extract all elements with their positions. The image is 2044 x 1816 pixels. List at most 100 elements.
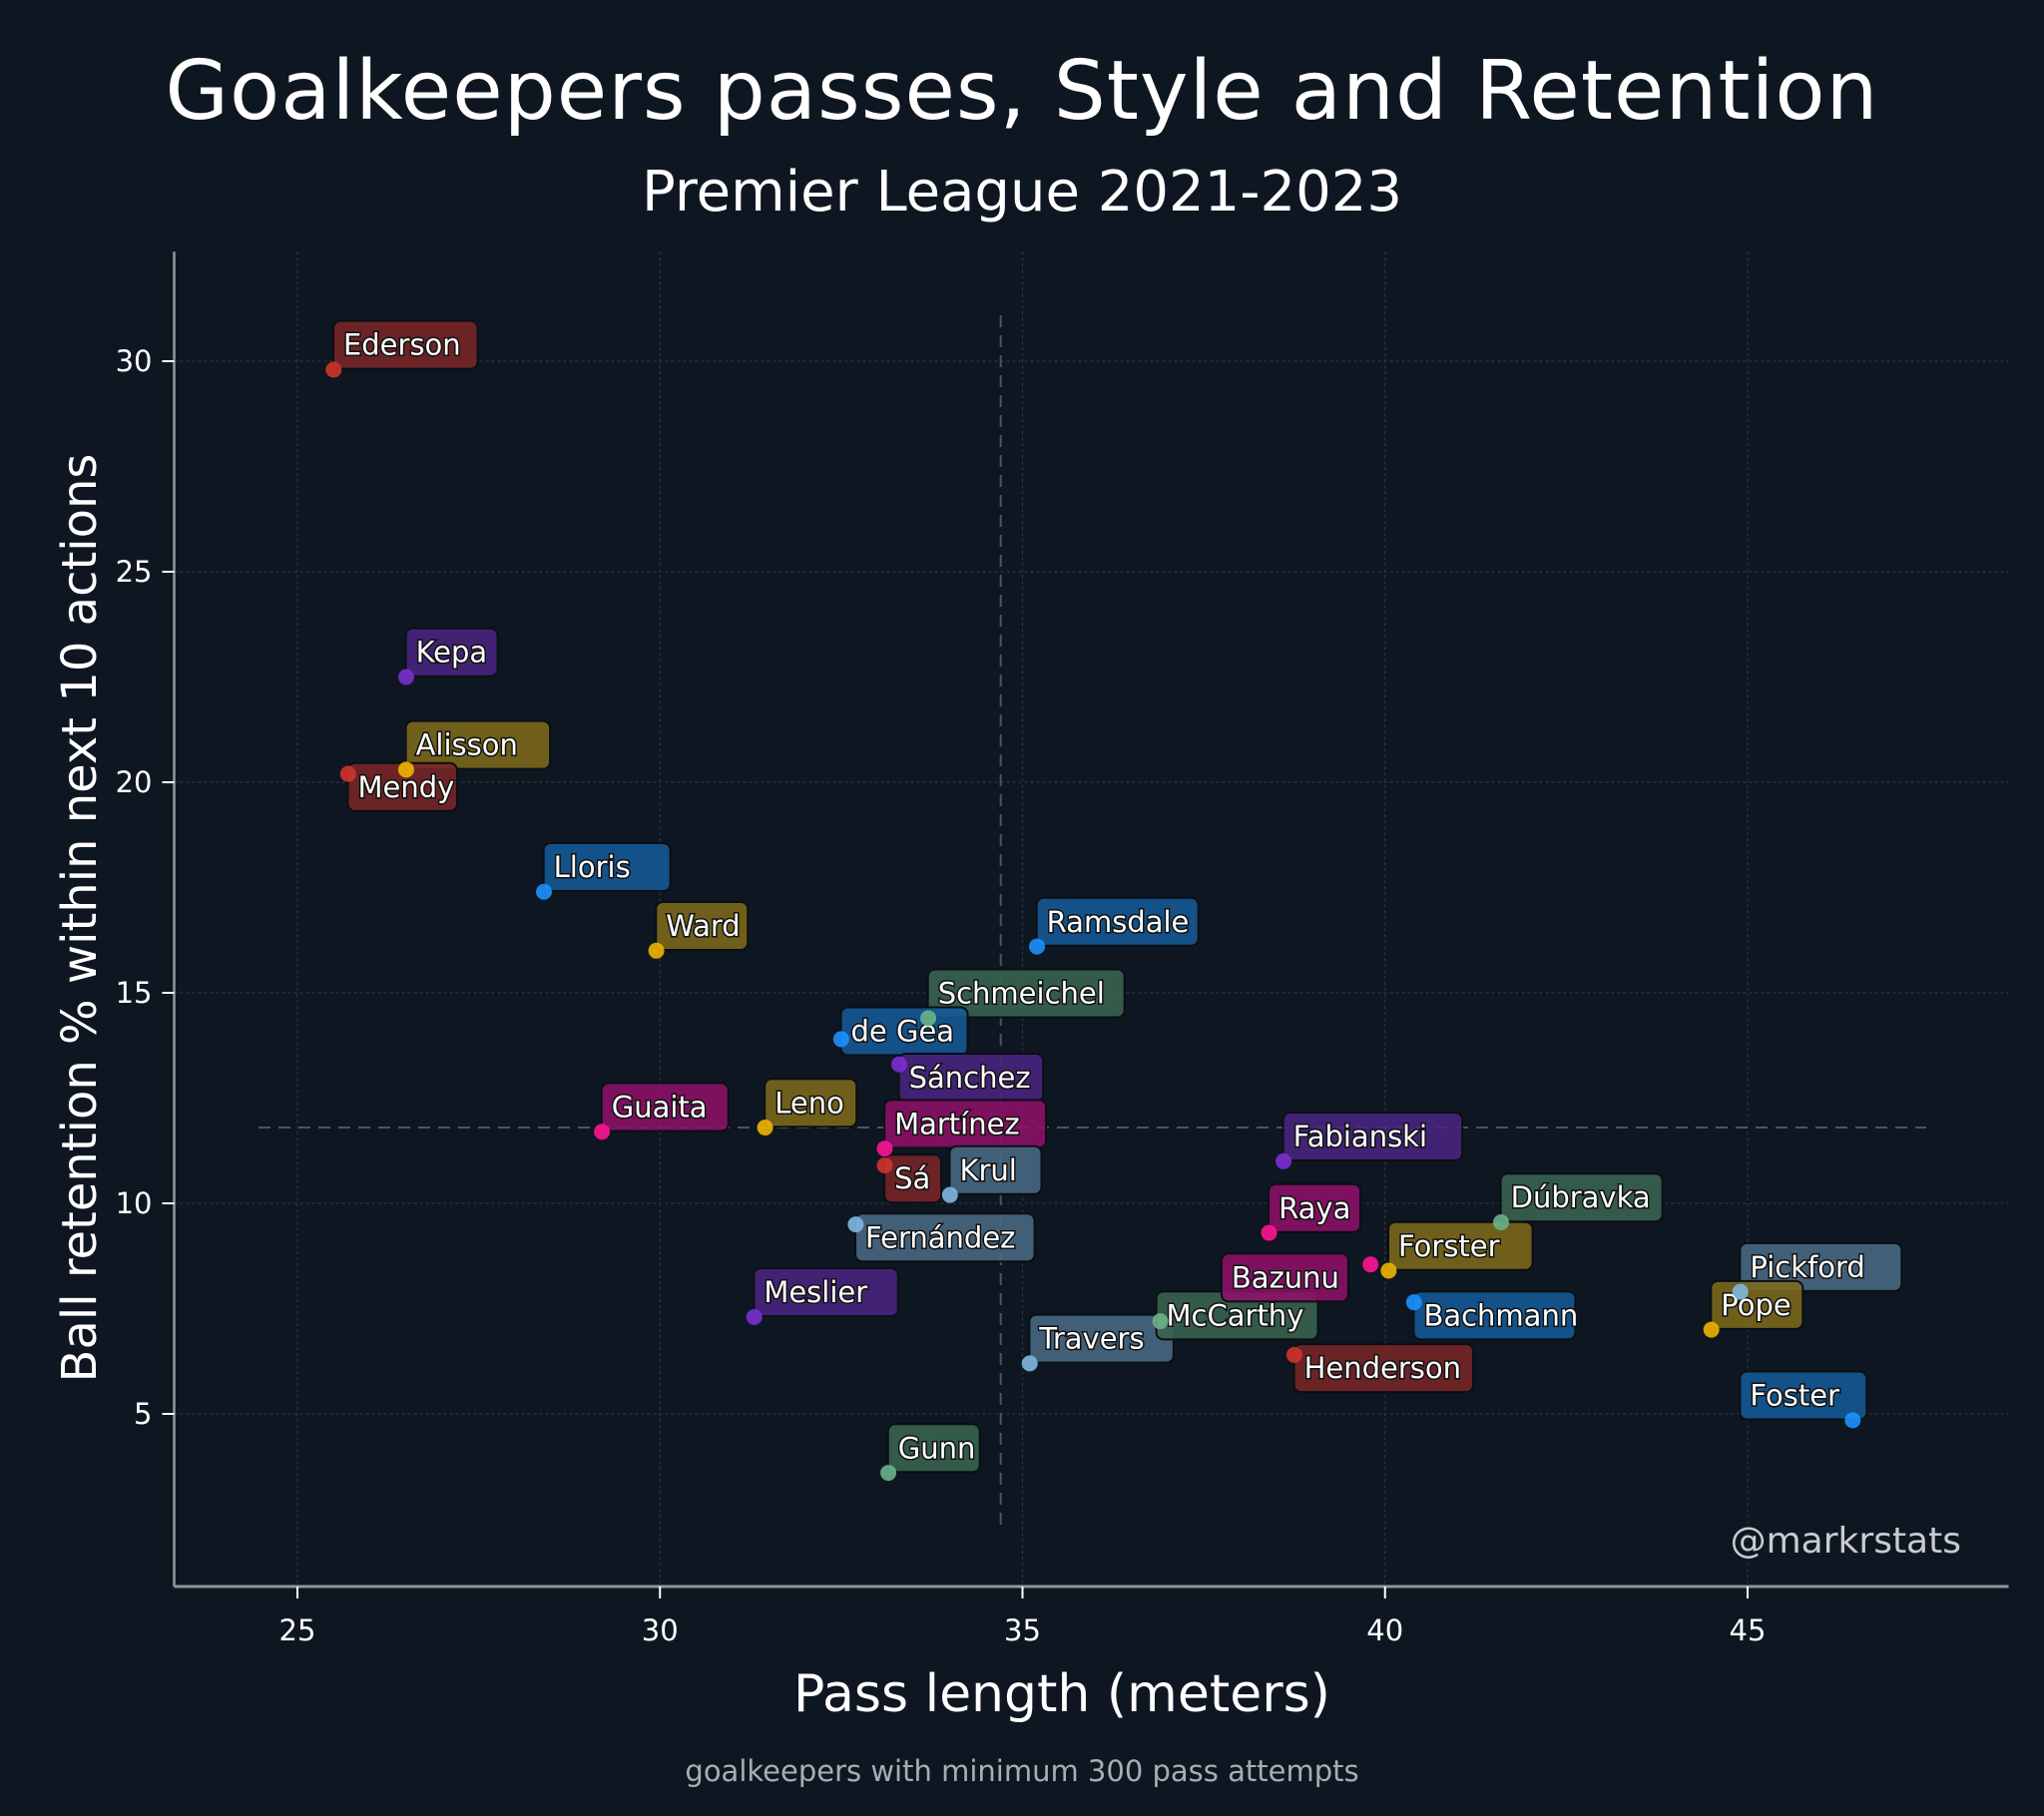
y-tick-label: 30	[116, 344, 153, 378]
point-label: Martínez	[883, 1099, 1048, 1149]
label-box	[600, 1082, 730, 1133]
point-marker	[876, 1140, 893, 1157]
label-box	[1412, 1290, 1577, 1341]
y-tick-label: 5	[134, 1397, 152, 1431]
x-tick-label: 30	[642, 1613, 679, 1647]
label-text: Martínez	[894, 1107, 1020, 1140]
point-marker	[1276, 1152, 1292, 1169]
label-box	[948, 1144, 1043, 1195]
x-tick-label: 35	[1004, 1613, 1041, 1647]
point-label: Bazunu	[1220, 1252, 1349, 1303]
point-marker	[1152, 1313, 1169, 1330]
label-box	[404, 627, 499, 678]
point-label: de Gea	[839, 1006, 969, 1057]
point-marker	[1362, 1256, 1379, 1273]
point-marker	[890, 1056, 907, 1073]
point-label: Pope	[1710, 1279, 1804, 1330]
point-label: Schmeichel	[926, 968, 1126, 1019]
label-box	[1292, 1343, 1475, 1394]
point-label: Guaita	[600, 1082, 730, 1133]
label-text: Meslier	[764, 1275, 867, 1309]
label-box	[1387, 1220, 1534, 1271]
footnote: goalkeepers with minimum 300 pass attemp…	[685, 1754, 1359, 1788]
mean-reference-lines	[258, 315, 1926, 1528]
point-label: Fabianski	[1281, 1112, 1464, 1162]
point-marker	[1492, 1213, 1509, 1230]
label-box	[655, 901, 750, 952]
point-marker	[397, 669, 414, 685]
gridlines	[174, 251, 2009, 1588]
label-text: Sá	[894, 1161, 930, 1195]
point-marker	[1703, 1321, 1720, 1338]
point-marker	[1285, 1346, 1302, 1363]
x-tick-label: 25	[279, 1613, 316, 1647]
point-marker	[1021, 1355, 1038, 1372]
x-tick-label: 45	[1730, 1613, 1767, 1647]
point-marker	[880, 1465, 897, 1482]
point-marker	[397, 761, 414, 778]
label-text: Kepa	[416, 636, 488, 670]
point-label: Fernández	[854, 1212, 1036, 1263]
point-marker	[847, 1216, 864, 1233]
label-box	[764, 1078, 858, 1129]
label-box	[1739, 1370, 1868, 1421]
label-text: Dúbravka	[1511, 1180, 1651, 1214]
label-text: Ward	[666, 909, 740, 943]
label-text: de Gea	[851, 1015, 955, 1049]
label-box	[1739, 1241, 1903, 1292]
label-text: Sánchez	[909, 1061, 1031, 1095]
point-marker	[594, 1124, 611, 1140]
label-text: Alisson	[416, 728, 518, 762]
label-text: Schmeichel	[938, 977, 1105, 1011]
point-label: Travers	[1028, 1313, 1175, 1364]
point-label: Gunn	[886, 1423, 981, 1474]
point-label: Foster	[1739, 1370, 1868, 1421]
point-marker	[648, 942, 665, 959]
point-label: Leno	[764, 1078, 858, 1129]
label-box	[542, 841, 672, 892]
point-marker	[1732, 1283, 1749, 1300]
x-axis-label: Pass length (meters)	[793, 1664, 1330, 1724]
point-marker	[746, 1308, 763, 1325]
y-tick-label: 25	[116, 555, 153, 589]
label-text: Bazunu	[1232, 1260, 1339, 1294]
y-tick-label: 10	[116, 1186, 153, 1220]
chart-title: Goalkeepers passes, Style and Retention	[165, 44, 1879, 139]
label-text: Ederson	[343, 328, 461, 362]
point-marker	[325, 361, 342, 378]
label-text: Raya	[1278, 1191, 1350, 1225]
label-box	[883, 1153, 943, 1204]
y-tick-label: 15	[116, 976, 153, 1010]
label-text: Forster	[1398, 1229, 1500, 1263]
watermark: @markrstats	[1731, 1521, 1961, 1562]
point-label: Dúbravka	[1499, 1172, 1664, 1223]
label-box	[1268, 1182, 1362, 1233]
label-box	[886, 1423, 981, 1474]
point-label: Forster	[1387, 1220, 1534, 1271]
point-marker	[757, 1120, 773, 1136]
label-box	[331, 319, 479, 370]
label-box	[1499, 1172, 1664, 1223]
point-label: Ederson	[331, 319, 479, 370]
label-text: Gunn	[898, 1431, 976, 1465]
point-label: Sánchez	[897, 1052, 1045, 1103]
label-text: Fabianski	[1293, 1120, 1427, 1153]
point-marker	[920, 1010, 937, 1027]
chart-subtitle: Premier League 2021-2023	[642, 160, 1402, 225]
point-label: Krul	[948, 1144, 1043, 1195]
label-box	[854, 1212, 1036, 1263]
point-label: Kepa	[404, 627, 499, 678]
label-text: Ramsdale	[1047, 905, 1190, 939]
point-markers	[325, 361, 1861, 1482]
x-tick-label: 40	[1366, 1613, 1403, 1647]
y-tick-label: 20	[116, 765, 153, 799]
point-marker	[876, 1157, 893, 1174]
point-label: Sá	[883, 1153, 943, 1204]
label-box	[1281, 1112, 1464, 1162]
y-axis-label: Ball retention % within next 10 actions	[52, 453, 108, 1383]
point-label: Meslier	[753, 1267, 899, 1318]
point-label: Alisson	[404, 719, 552, 770]
label-text: Travers	[1038, 1322, 1144, 1356]
